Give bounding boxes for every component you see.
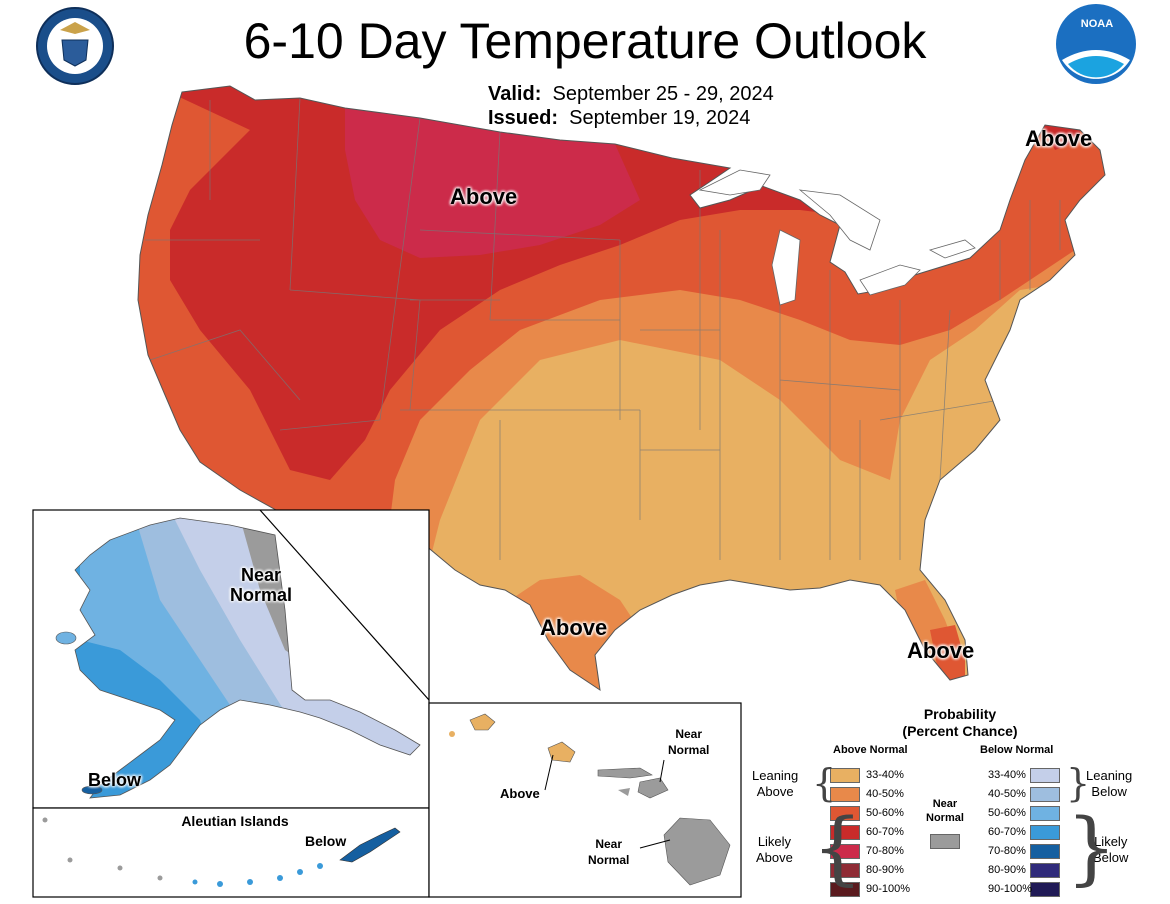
aleutian-title: Aleutian Islands [181,813,289,829]
legend-swatch [830,787,860,802]
issued-value: September 19, 2024 [569,107,751,129]
kauai [469,713,496,731]
label-above-north: Above [450,184,518,209]
legend-swatch [1030,825,1060,840]
legend-swatch-label: 60-70% [866,826,904,838]
legend-swatch-label: 70-80% [866,845,904,857]
legend-swatch [830,768,860,783]
legend-swatch [1030,882,1060,897]
noaa-text: NOAA [1080,18,1114,30]
legend-swatch-label: 33-40% [866,769,904,781]
zone-70-80-above [345,108,640,258]
molokai [597,767,653,779]
legend-swatch-label: 60-70% [988,826,1026,838]
label-hi-near-normal-bottom: Near Normal [588,837,630,867]
legend-swatch-label: 90-100% [866,883,911,895]
legend-swatch [830,825,860,840]
label-hi-near-normal-top: Near Normal [668,727,710,757]
st-lawrence-island [55,631,77,645]
brace-leaning-above: { [812,761,837,805]
issued-label: Issued: [488,107,559,129]
legend-swatch [1030,863,1060,878]
big-island [663,817,731,886]
legend-swatch-label: 50-60% [866,807,904,819]
legend-swatch [1030,787,1060,802]
legend-swatch [1030,806,1060,821]
legend-near-normal-swatch [930,834,960,849]
brace-leaning-below: } [1066,761,1091,805]
label-ak-near-normal: Near Normal [230,565,293,605]
legend-leaning-above: Leaning Above [752,768,799,799]
legend-swatch [1030,768,1060,783]
legend-below-header: Below Normal [980,744,1054,756]
label-aleutian-below: Below [305,833,347,849]
label-above-texas: Above [540,615,608,640]
legend-near-normal-label: Near Normal [926,798,964,824]
legend-above-header: Above Normal [833,744,908,756]
legend-swatch-label: 33-40% [988,769,1026,781]
label-hi-above: Above [500,786,540,801]
noaa-logo [1056,4,1136,84]
valid-value: September 25 - 29, 2024 [552,83,774,105]
legend-likely-below: Likely Below [1093,834,1129,865]
state-boundaries [145,97,1061,560]
oahu [547,741,576,763]
page-title: 6-10 Day Temperature Outlook [243,13,927,69]
legend-swatch [830,882,860,897]
legend-swatch [830,806,860,821]
legend-swatch-label: 80-90% [988,864,1026,876]
legend-swatch-label: 40-50% [866,788,904,800]
label-above-maine: Above [1025,126,1093,151]
date-block: Valid: September 25 - 29, 2024 Issued: S… [488,82,774,130]
legend-swatch-label: 70-80% [988,845,1026,857]
legend-leaning-below: Leaning Below [1086,768,1133,799]
great-lakes [698,169,976,306]
legend-swatch [830,844,860,859]
legend-swatch [1030,844,1060,859]
alaska-tip [81,785,103,795]
legend-likely-above: Likely Above [756,834,793,865]
label-above-florida: Above [907,638,975,663]
maui [637,777,669,799]
lanai [618,788,630,796]
zone-60-70-above [138,86,840,480]
brace-likely-below: } [1066,801,1117,894]
aleutian-islands-shapes [42,817,401,887]
inset-diagonal [259,509,430,701]
alaska-outline [74,517,421,799]
legend-swatch-label: 50-60% [988,807,1026,819]
legend-swatch-label: 40-50% [988,788,1026,800]
legend-swatch-label: 80-90% [866,864,904,876]
niihau [449,731,455,737]
legend-title: Probability (Percent Chance) [902,706,1018,739]
label-ak-below: Below [88,770,142,790]
brace-likely-above: { [812,801,863,894]
hawaii-islands [449,713,731,886]
legend-swatch-label: 90-100% [988,883,1033,895]
commerce-seal-logo [36,7,114,85]
valid-label: Valid: [488,83,542,105]
legend-swatch [830,863,860,878]
